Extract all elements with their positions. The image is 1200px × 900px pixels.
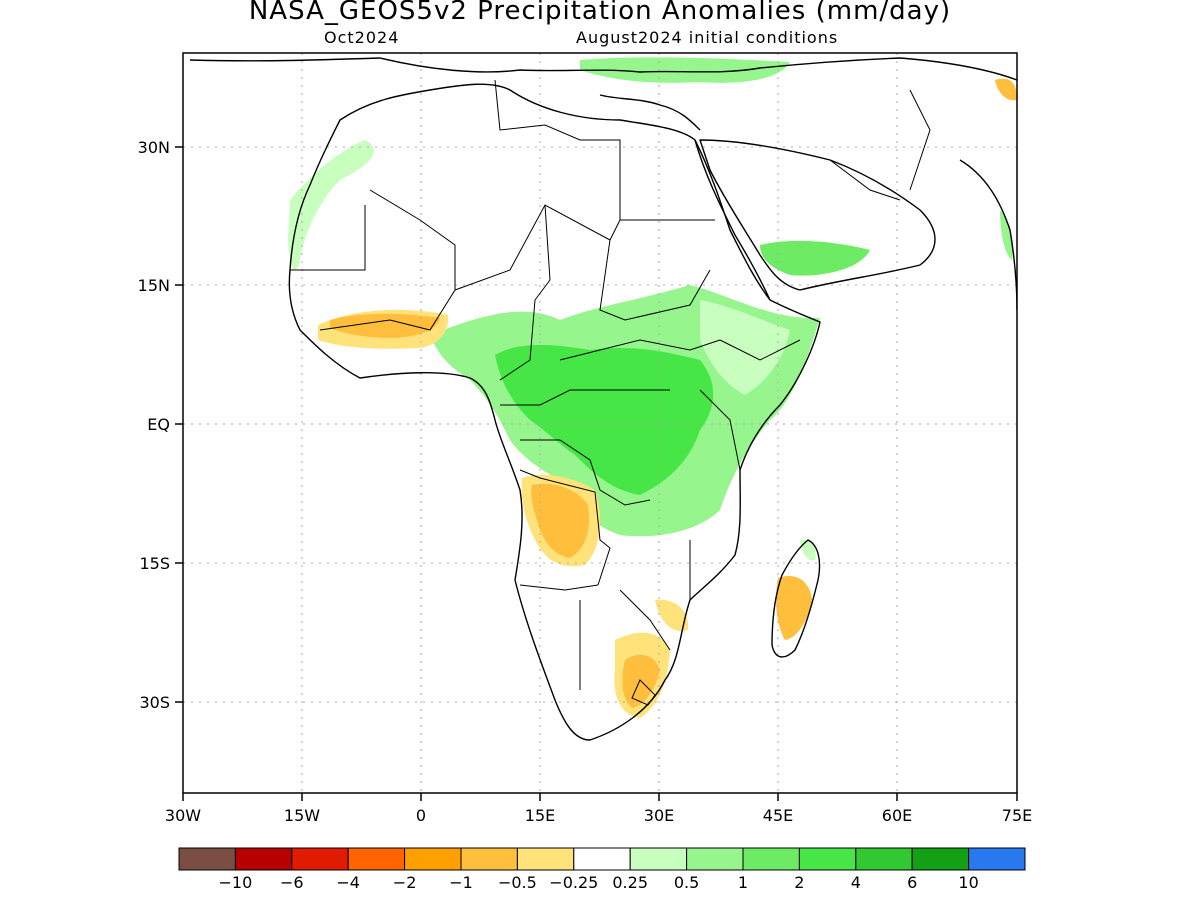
longitude-labels: 30W 15W 0 15E 30E 45E 60E 75E — [165, 806, 1032, 825]
init-conditions-label: August2024 initial conditions — [576, 28, 839, 47]
colorbar-label: −6 — [280, 873, 304, 892]
anomaly-shading — [288, 57, 1017, 718]
colorbar-labels: −10 −6 −4 −2 −1 −0.5 −0.25 0.25 0.5 1 2 4 6 10 — [219, 873, 979, 892]
colorbar-cell — [460, 847, 518, 871]
colorbar-label: 1 — [738, 873, 748, 892]
anomaly-dry-madagascar — [776, 576, 812, 640]
colorbar — [178, 847, 1026, 871]
lon-label: 15W — [284, 806, 320, 825]
anomaly-dry-angola-core — [531, 483, 590, 558]
arabia-coastline — [699, 139, 936, 291]
europe-coastline — [189, 57, 1017, 81]
anomaly-dry-west-africa-core — [330, 313, 440, 338]
lon-label: 30E — [644, 806, 674, 825]
anomaly-dry-iran — [995, 78, 1017, 101]
anomaly-wet-india — [1000, 210, 1013, 260]
colorbar-label: 4 — [851, 873, 861, 892]
africa-coastline — [288, 83, 821, 741]
lon-label: 75E — [1002, 806, 1032, 825]
colorbar-cell — [798, 847, 857, 871]
colorbar-cell — [291, 847, 349, 871]
colorbar-cell — [742, 847, 800, 871]
anomaly-wet-west-coast — [288, 140, 375, 271]
colorbar-cell — [629, 847, 688, 871]
colorbar-label: −0.25 — [549, 873, 598, 892]
valid-month-label: Oct2024 — [324, 28, 400, 47]
colorbar-cell — [911, 847, 970, 871]
colorbar-label: 10 — [958, 873, 978, 892]
lat-label: 30S — [139, 693, 170, 712]
political-borders — [290, 79, 931, 706]
latitude-labels: 30N 15N EQ 15S 30S — [138, 138, 170, 712]
colorbar-cell — [234, 847, 293, 871]
lat-label: 15S — [139, 554, 170, 573]
anomaly-wet-north — [580, 57, 790, 83]
colorbar-cell — [855, 847, 913, 871]
graticule — [183, 53, 1017, 793]
colorbar-label: 6 — [907, 873, 917, 892]
lon-label: 30W — [165, 806, 201, 825]
colorbar-cell — [404, 847, 462, 871]
tick-marks — [175, 146, 1018, 801]
lat-label: EQ — [147, 415, 170, 434]
lon-label: 60E — [882, 806, 912, 825]
colorbar-label: −0.5 — [498, 873, 537, 892]
lon-label: 45E — [763, 806, 793, 825]
colorbar-label: 0.5 — [674, 873, 699, 892]
anomaly-wet-arabia — [760, 240, 870, 276]
anomaly-wet-madagascar-north — [800, 539, 816, 561]
lon-label: 15E — [525, 806, 555, 825]
colorbar-cell — [178, 847, 236, 871]
red-sea-coast — [694, 139, 771, 301]
madagascar-coastline — [771, 539, 821, 658]
colorbar-cell — [968, 847, 1026, 871]
colorbar-label: −2 — [393, 873, 417, 892]
colorbar-label: −10 — [219, 873, 253, 892]
colorbar-cell — [686, 847, 744, 871]
map-frame — [182, 52, 1018, 794]
anomaly-dry-mozambique — [655, 599, 689, 632]
lat-label: 15N — [138, 276, 170, 295]
colorbar-label: 0.25 — [612, 873, 648, 892]
colorbar-cell — [516, 847, 575, 871]
colorbar-label: −1 — [449, 873, 473, 892]
colorbar-label: 2 — [794, 873, 804, 892]
colorbar-label: −4 — [336, 873, 360, 892]
colorbar-cell — [347, 847, 406, 871]
map-title: NASA_GEOS5v2 Precipitation Anomalies (mm… — [248, 0, 952, 26]
lat-label: 30N — [138, 138, 170, 157]
colorbar-cell — [573, 847, 631, 871]
anomaly-wet-east — [700, 300, 790, 395]
mediterranean-north — [599, 94, 701, 131]
lon-label: 0 — [416, 806, 426, 825]
